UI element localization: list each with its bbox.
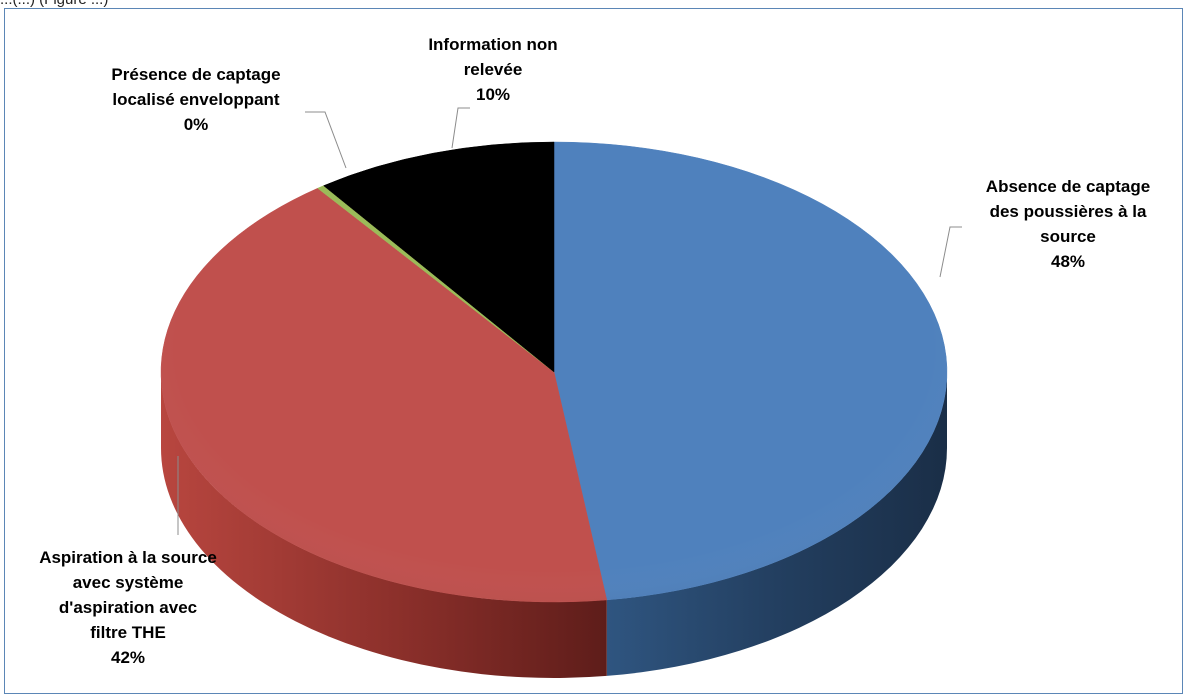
slice-side-0 [606, 372, 947, 676]
slice-category-label-0: Absence de captage [986, 177, 1150, 196]
page-header-fragment: ...(...) (Figure ...) [0, 0, 108, 8]
slice-category-label-0: source [1040, 227, 1096, 246]
slice-side-1 [161, 372, 607, 678]
slice-value-label-3: 10% [476, 85, 510, 104]
leader-line-0 [939, 226, 962, 278]
leader-line-3 [451, 107, 470, 149]
slice-category-label-1: d'aspiration avec [59, 598, 197, 617]
slice-category-label-2: localisé enveloppant [112, 90, 280, 109]
slice-category-label-3: Information non [428, 35, 557, 54]
slice-category-label-2: Présence de captage [111, 65, 280, 84]
slice-category-label-1: avec système [73, 573, 184, 592]
slice-category-label-1: filtre THE [90, 623, 166, 642]
slice-category-label-1: Aspiration à la source [39, 548, 217, 567]
leader-line-2 [305, 111, 347, 169]
pie-top-shading [161, 142, 947, 602]
slice-category-label-3: relevée [464, 60, 523, 79]
slice-value-label-1: 42% [111, 648, 145, 667]
slice-value-label-2: 0% [184, 115, 209, 134]
slice-category-label-0: des poussières à la [990, 202, 1147, 221]
slice-value-label-0: 48% [1051, 252, 1085, 271]
